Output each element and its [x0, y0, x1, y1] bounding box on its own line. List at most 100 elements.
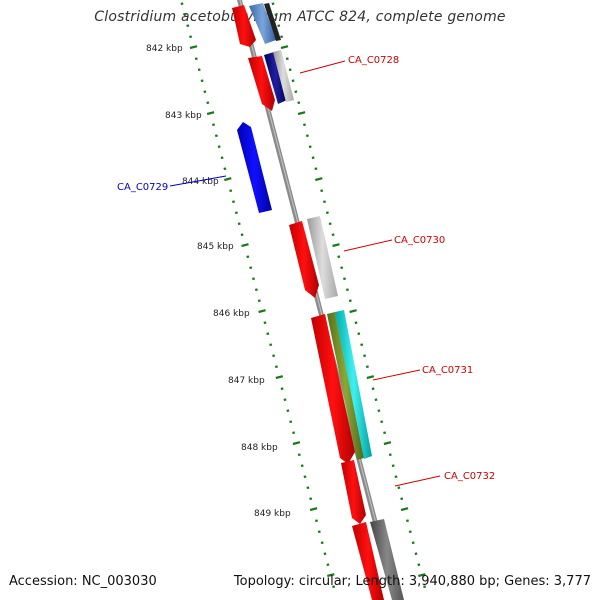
ruler-label: 848 kbp	[241, 443, 278, 453]
ruler-major-tick	[241, 243, 249, 248]
gene-label-leaders	[169, 60, 441, 487]
ruler-minor-tick	[332, 585, 336, 589]
ruler-minor-tick	[300, 464, 304, 468]
gene-arrow-CA_C0731[interactable]	[311, 314, 355, 464]
ruler-minor-tick	[289, 420, 293, 424]
ruler-minor-tick	[391, 464, 395, 468]
accession-text: Accession: NC_003030	[9, 574, 157, 589]
ruler-minor-tick	[309, 497, 313, 501]
gene-arrow[interactable]	[307, 216, 338, 299]
ruler-minor-tick	[254, 288, 258, 292]
ruler-minor-tick	[411, 541, 415, 545]
ruler-minor-tick	[223, 167, 227, 171]
ruler-minor-tick	[277, 24, 281, 28]
ruler-minor-tick	[234, 211, 238, 215]
ruler-minor-tick	[348, 299, 352, 303]
ruler-minor-tick	[246, 255, 250, 259]
ruler-minor-tick	[363, 354, 367, 358]
ruler-minor-tick	[388, 453, 392, 457]
gene-label-CA_C0731[interactable]: CA_C0731	[422, 365, 473, 376]
ruler-minor-tick	[343, 277, 346, 281]
gene-arrow[interactable]	[370, 519, 404, 600]
gene-arrow[interactable]	[232, 5, 256, 47]
ruler-minor-tick	[374, 398, 378, 402]
gene-arrow-CA_C0728[interactable]	[248, 56, 275, 111]
ruler-minor-tick	[189, 35, 193, 39]
ruler-minor-tick	[317, 530, 321, 534]
gene-arrow-CA_C0730[interactable]	[289, 221, 319, 298]
ruler-minor-tick	[283, 398, 287, 402]
ruler-minor-tick	[252, 277, 255, 281]
ruler-minor-tick	[303, 475, 307, 479]
ruler-minor-tick	[315, 519, 318, 523]
ruler-label: 842 kbp	[146, 44, 183, 54]
ruler-minor-tick	[311, 156, 315, 160]
ruler-major-tick	[275, 375, 284, 380]
ruler-minor-tick	[365, 365, 369, 369]
ruler-minor-tick	[303, 123, 306, 127]
ruler-minor-tick	[257, 299, 261, 303]
gene-label-CA_C0728[interactable]: CA_C0728	[348, 55, 399, 66]
ruler-minor-tick	[186, 24, 190, 28]
gene-label-CA_C0730[interactable]: CA_C0730	[394, 235, 445, 246]
ruler-minor-tick	[357, 332, 361, 336]
ruler-minor-tick	[354, 321, 358, 325]
ruler-minor-tick	[314, 167, 318, 171]
ruler-minor-tick	[337, 255, 341, 259]
ruler-minor-tick	[320, 189, 324, 193]
ruler-minor-tick	[274, 13, 278, 17]
ruler-minor-tick	[280, 387, 284, 391]
gene-arrow[interactable]	[249, 3, 276, 44]
ruler-minor-tick	[406, 519, 409, 523]
ruler-minor-tick	[249, 266, 253, 270]
ruler-major-tick	[332, 243, 340, 248]
gene-label-CA_C0732[interactable]: CA_C0732	[444, 471, 495, 482]
ruler-minor-tick	[323, 200, 326, 204]
ruler-ticks	[180, 2, 427, 589]
ruler-minor-tick	[297, 453, 301, 457]
ruler-minor-tick	[271, 2, 275, 6]
ruler-label: 844 kbp	[182, 177, 219, 187]
gene-label-CA_C0729[interactable]: CA_C0729	[117, 182, 168, 193]
gene-arrow[interactable]	[335, 310, 372, 459]
ruler-minor-tick	[306, 486, 310, 490]
gene-arrow[interactable]	[264, 3, 281, 41]
ruler-minor-tick	[371, 387, 375, 391]
ruler-major-tick	[189, 45, 198, 50]
gene-arrow-CA_C0732[interactable]	[341, 460, 366, 524]
ruler-minor-tick	[280, 35, 284, 39]
ruler-minor-tick	[340, 266, 344, 270]
gene-arrow[interactable]	[352, 522, 384, 600]
ruler-minor-tick	[272, 354, 276, 358]
gene-arrow-CA_C0729[interactable]	[237, 122, 272, 213]
gene-features	[232, 3, 404, 600]
gene-arrow[interactable]	[327, 312, 364, 460]
ruler-minor-tick	[180, 2, 184, 6]
ruler-minor-tick	[200, 79, 204, 83]
ruler-major-tick	[224, 177, 232, 182]
ruler-minor-tick	[305, 134, 309, 138]
ruler-minor-tick	[263, 321, 267, 325]
gene-arrow[interactable]	[264, 52, 287, 104]
ruler-labels: 842 kbp 843 kbp 844 kbp 845 kbp 846 kbp …	[146, 44, 291, 519]
ruler-minor-tick	[292, 431, 296, 435]
ruler-minor-tick	[269, 343, 273, 347]
ruler-minor-tick	[377, 409, 381, 413]
ruler-minor-tick	[308, 145, 312, 149]
ruler-minor-tick	[291, 79, 295, 83]
gene-arrow[interactable]	[273, 50, 294, 102]
ruler-minor-tick	[328, 222, 332, 226]
ruler-minor-tick	[326, 563, 330, 567]
ruler-minor-tick	[229, 189, 233, 193]
ruler-major-tick	[349, 309, 357, 314]
ruler-minor-tick	[183, 13, 187, 17]
genome-summary-text: Topology: circular; Length: 3,940,880 bp…	[233, 574, 591, 589]
ruler-minor-tick	[197, 68, 201, 72]
ruler-minor-tick	[294, 90, 298, 94]
ruler-major-tick	[280, 45, 289, 50]
ruler-minor-tick	[325, 211, 329, 215]
ruler-major-tick	[315, 177, 323, 182]
ruler-major-tick	[258, 309, 266, 314]
ruler-label: 843 kbp	[165, 111, 202, 121]
ruler-minor-tick	[194, 57, 198, 61]
